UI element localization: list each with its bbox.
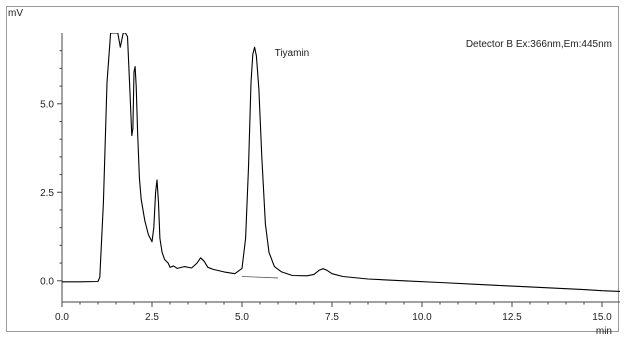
plot-layer: Tiyamin [62, 33, 620, 292]
y-tick-label: 0.0 [40, 276, 54, 287]
x-tick-label: 5.0 [235, 312, 249, 323]
x-axis-label: min [596, 326, 612, 337]
x-tick-label: 12.5 [502, 312, 522, 323]
detector-label: Detector B Ex:366nm,Em:445nm [466, 39, 612, 50]
peak-annotation: Tiyamin [275, 48, 310, 59]
y-tick-label: 5.0 [40, 99, 54, 110]
x-tick-label: 0.0 [55, 312, 69, 323]
y-tick-label: 2.5 [40, 188, 54, 199]
x-tick-label: 7.5 [325, 312, 339, 323]
x-tick-label: 10.0 [412, 312, 432, 323]
axes-layer: 0.0 2.5 5.0 7.5 10.0 12.5 15.0 0.0 2.5 5.0 [40, 33, 620, 323]
x-tick-label: 15.0 [592, 312, 612, 323]
chromatogram-trace [62, 33, 620, 292]
peak-baseline [241, 276, 279, 279]
x-tick-label: 2.5 [145, 312, 159, 323]
y-axis-label: mV [8, 8, 23, 19]
